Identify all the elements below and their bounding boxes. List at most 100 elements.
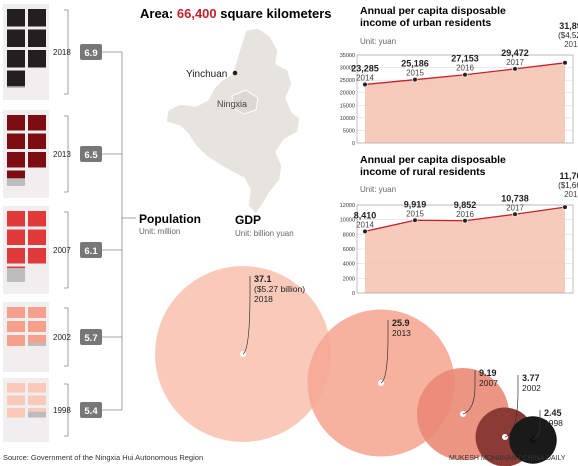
population-bracket (64, 307, 69, 367)
y-tick-label: 15000 (340, 103, 355, 109)
data-label: 25,186 (401, 59, 429, 69)
population-square (7, 307, 25, 318)
population-year-label: 2018 (53, 48, 71, 57)
gdp-year: 2018 (254, 294, 273, 304)
population-square (7, 29, 25, 47)
area-title: Area: 66,400 square kilometers (140, 6, 332, 21)
gdp-year: 1998 (544, 418, 563, 428)
data-point (462, 218, 468, 224)
population-square (7, 408, 25, 418)
population-square (7, 50, 25, 68)
population-square (7, 211, 25, 227)
population-square-partial (28, 335, 46, 343)
population-square (28, 115, 46, 131)
gdp-value: 37.1 (254, 274, 272, 284)
x-tick-label: 2017 (506, 203, 524, 212)
population-square (7, 395, 25, 405)
gdp-bubble-2018: 37.1($5.27 billion)2018 (155, 266, 331, 442)
data-label: 27,153 (451, 54, 479, 64)
gdp-value: 9.19 (479, 368, 497, 378)
population-square (28, 229, 46, 245)
gdp-title: GDP (235, 213, 261, 227)
x-tick-label: 2015 (406, 209, 424, 218)
x-tick-label: 2015 (406, 69, 424, 78)
population-square (7, 229, 25, 245)
chart-title-line1: Annual per capita disposable (360, 154, 506, 166)
population-value: 5.7 (84, 333, 97, 344)
population-square (28, 248, 46, 264)
population-value-pill (80, 402, 102, 418)
population-value: 6.5 (84, 150, 98, 161)
population-square (28, 307, 46, 318)
population-bracket (64, 9, 69, 95)
population-unit: Unit: million (139, 227, 180, 236)
population-value-pill (80, 44, 102, 60)
chart-title: Annual per capita disposable income of ru… (360, 154, 506, 178)
population-year-label: 1998 (53, 406, 71, 415)
gdp-leader-line (242, 276, 251, 355)
map-region-label: Ningxia (217, 99, 247, 109)
city-dot-icon (232, 70, 238, 76)
data-label: 29,472 (501, 48, 529, 58)
gdp-year: 2002 (522, 383, 541, 393)
y-tick-label: 0 (352, 291, 355, 297)
population-square-partial (7, 70, 25, 87)
population-square (28, 321, 46, 332)
y-tick-label: 12000 (340, 203, 355, 209)
population-value: 5.4 (84, 406, 98, 417)
y-tick-label: 20000 (340, 91, 355, 97)
gdp-value: 25.9 (392, 318, 410, 328)
population-square (28, 395, 46, 405)
gdp-leader-line (532, 410, 541, 441)
gdp-note: ($5.27 billion) (254, 284, 305, 294)
map-shape (165, 27, 301, 216)
data-label: 9,852 (454, 200, 477, 210)
population-title: Population (139, 212, 201, 226)
y-tick-label: 0 (352, 141, 355, 147)
y-tick-label: 5000 (343, 128, 355, 134)
population-square (28, 9, 46, 27)
data-point (462, 72, 468, 78)
population-value: 6.1 (84, 246, 98, 257)
population-year-label: 2002 (53, 333, 71, 342)
y-tick-label: 35000 (340, 53, 355, 59)
gdp-year: 2007 (479, 378, 498, 388)
x-tick-label: 2016 (456, 210, 474, 219)
data-label: 23,285 (351, 63, 379, 73)
population-value-pill (80, 329, 102, 345)
x-tick-label: 2017 (506, 58, 524, 67)
population-square-empty (7, 266, 25, 282)
map-city-label: Yinchuan (186, 69, 227, 80)
chart-title-line2: income of rural residents (360, 166, 486, 178)
y-tick-label: 4000 (343, 262, 355, 268)
population-square (28, 50, 46, 68)
population-square (7, 115, 25, 131)
data-point (412, 217, 418, 223)
chart-subtitle: Unit: yuan (360, 185, 396, 194)
population-square (7, 152, 25, 168)
urban-chart-title: Annual per capita disposable income of ur… (360, 5, 506, 29)
map-inner-region (231, 89, 259, 115)
population-bracket (64, 211, 69, 289)
extra-label: ($1,662) (558, 181, 578, 190)
gdp-value: 3.77 (522, 373, 540, 383)
population-value-pill (80, 146, 102, 162)
area-fill (365, 62, 565, 144)
area-prefix: Area: (140, 6, 173, 21)
area-fill (365, 207, 565, 293)
population-year-2002: 2002 5.7 (3, 302, 122, 372)
data-point (412, 77, 418, 83)
population-year-2013: 2013 6.5 (3, 110, 122, 198)
y-tick-label: 8000 (343, 232, 355, 238)
population-square-partial (28, 408, 46, 412)
population-panel: 2018 6.9 2013 6.5 2007 6.1 2002 5.7 1998 5.4 (3, 4, 136, 442)
population-square (28, 211, 46, 227)
population-square (7, 335, 25, 346)
data-point (362, 228, 368, 234)
x-tick-label: 2016 (456, 64, 474, 73)
population-square-partial (7, 266, 25, 269)
data-label: 10,738 (501, 193, 529, 203)
population-square (7, 383, 25, 393)
